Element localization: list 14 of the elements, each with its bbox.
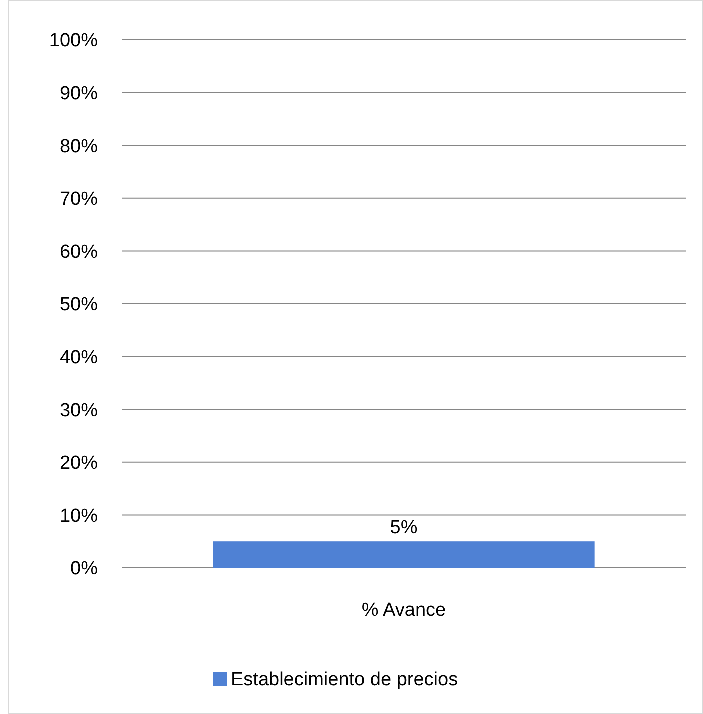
y-tick-label: 40% bbox=[60, 347, 98, 368]
y-tick-label: 90% bbox=[60, 83, 98, 104]
y-tick-label: 10% bbox=[60, 506, 98, 527]
legend-label: Establecimiento de precios bbox=[231, 670, 458, 691]
y-tick-label: 0% bbox=[70, 558, 98, 580]
y-tick-label: 100% bbox=[49, 30, 98, 52]
x-tick-label: % Avance bbox=[362, 600, 446, 621]
y-tick-label: 60% bbox=[60, 242, 98, 263]
y-tick-label: 70% bbox=[60, 189, 98, 210]
y-tick-label: 20% bbox=[60, 453, 98, 474]
text: 5% bbox=[390, 518, 418, 539]
y-tick-label: 80% bbox=[60, 136, 98, 158]
y-tick-label: 50% bbox=[60, 294, 98, 316]
y-tick-label: 30% bbox=[60, 400, 98, 422]
